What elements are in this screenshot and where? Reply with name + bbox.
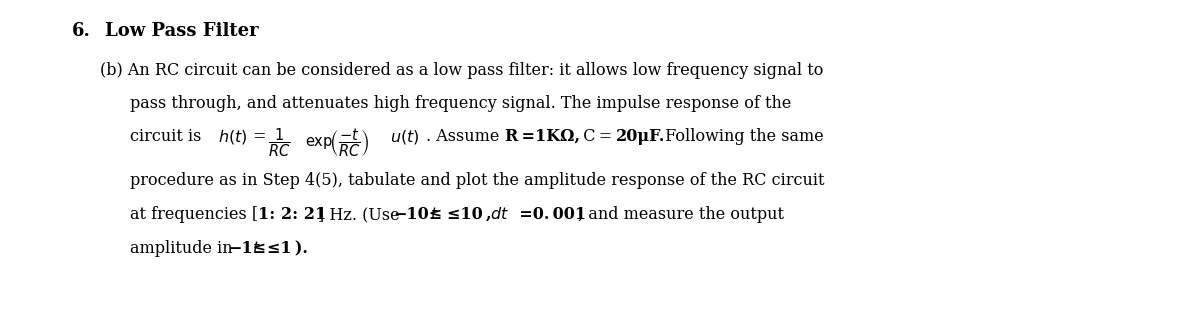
- Text: amplitude in: amplitude in: [130, 240, 238, 257]
- Text: . Assume: . Assume: [426, 128, 505, 145]
- Text: circuit is: circuit is: [130, 128, 206, 145]
- Text: 6.: 6.: [72, 22, 91, 40]
- Text: ≤1 ).: ≤1 ).: [266, 240, 308, 257]
- Text: −10≤: −10≤: [393, 206, 442, 223]
- Text: , and measure the output: , and measure the output: [573, 206, 784, 223]
- Text: $\mathrm{exp}\!\left(\dfrac{-t}{RC}\right)$: $\mathrm{exp}\!\left(\dfrac{-t}{RC}\righ…: [305, 126, 369, 159]
- Text: =: =: [252, 128, 265, 145]
- Text: $u(t)$: $u(t)$: [390, 128, 420, 146]
- Text: −1≤: −1≤: [228, 240, 266, 257]
- Text: R =1KΩ,: R =1KΩ,: [505, 128, 580, 145]
- Text: Following the same: Following the same: [660, 128, 824, 145]
- Text: procedure as in Step 4(5), tabulate and plot the amplitude response of the RC ci: procedure as in Step 4(5), tabulate and …: [130, 172, 824, 189]
- Text: 1: 2: 21: 1: 2: 21: [258, 206, 327, 223]
- Text: $\mathbf{\mathit{dt}}$: $\mathbf{\mathit{dt}}$: [490, 206, 509, 222]
- Text: Low Pass Filter: Low Pass Filter: [105, 22, 258, 40]
- Text: ≤10 ,: ≤10 ,: [447, 206, 492, 223]
- Text: $\mathbf{\mathit{t}}$: $\mathbf{\mathit{t}}$: [430, 206, 439, 222]
- Text: =0. 001: =0. 001: [516, 206, 586, 223]
- Text: $h(t)$: $h(t)$: [218, 128, 248, 146]
- Text: ] Hz. (Use: ] Hz. (Use: [318, 206, 404, 223]
- Text: (b) An RC circuit can be considered as a low pass filter: it allows low frequenc: (b) An RC circuit can be considered as a…: [100, 62, 823, 79]
- Text: C =: C =: [573, 128, 612, 145]
- Text: 20μF.: 20μF.: [615, 128, 665, 145]
- Text: $\dfrac{1}{RC}$: $\dfrac{1}{RC}$: [268, 126, 290, 159]
- Text: pass through, and attenuates high frequency signal. The impulse response of the: pass through, and attenuates high freque…: [130, 95, 791, 112]
- Text: $\mathbf{\mathit{t}}$: $\mathbf{\mathit{t}}$: [252, 240, 261, 256]
- Text: at frequencies [: at frequencies [: [130, 206, 258, 223]
